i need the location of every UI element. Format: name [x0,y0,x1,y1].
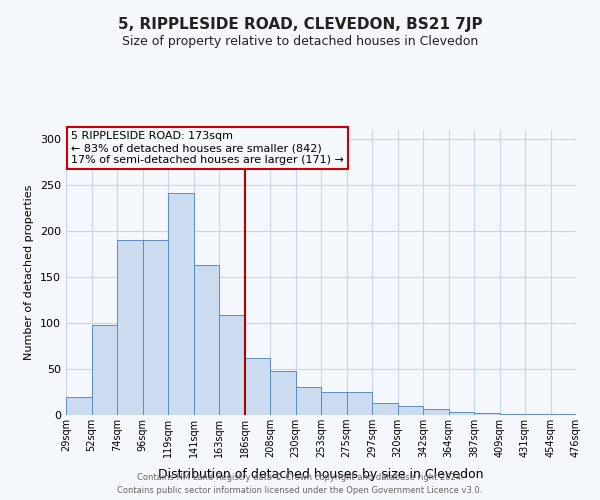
Text: Contains HM Land Registry data © Crown copyright and database right 2024.
Contai: Contains HM Land Registry data © Crown c… [118,474,482,495]
Bar [193,265,219,415]
Bar [499,414,525,415]
Bar [296,388,321,415]
Bar [398,406,423,415]
Bar [449,412,474,415]
Bar [423,408,449,415]
X-axis label: Distribution of detached houses by size in Clevedon: Distribution of detached houses by size … [158,468,484,481]
Bar [372,403,398,415]
Text: Size of property relative to detached houses in Clevedon: Size of property relative to detached ho… [122,35,478,48]
Bar [91,325,117,415]
Bar [270,371,296,415]
Bar [551,414,576,415]
Bar [525,414,551,415]
Bar [66,396,91,415]
Bar [143,240,168,415]
Bar [168,194,193,415]
Text: 5 RIPPLESIDE ROAD: 173sqm
← 83% of detached houses are smaller (842)
17% of semi: 5 RIPPLESIDE ROAD: 173sqm ← 83% of detac… [71,132,344,164]
Bar [219,315,245,415]
Bar [347,392,372,415]
Y-axis label: Number of detached properties: Number of detached properties [25,185,34,360]
Bar [245,358,270,415]
Bar [321,392,347,415]
Bar [117,240,143,415]
Bar [474,413,499,415]
Text: 5, RIPPLESIDE ROAD, CLEVEDON, BS21 7JP: 5, RIPPLESIDE ROAD, CLEVEDON, BS21 7JP [118,18,482,32]
